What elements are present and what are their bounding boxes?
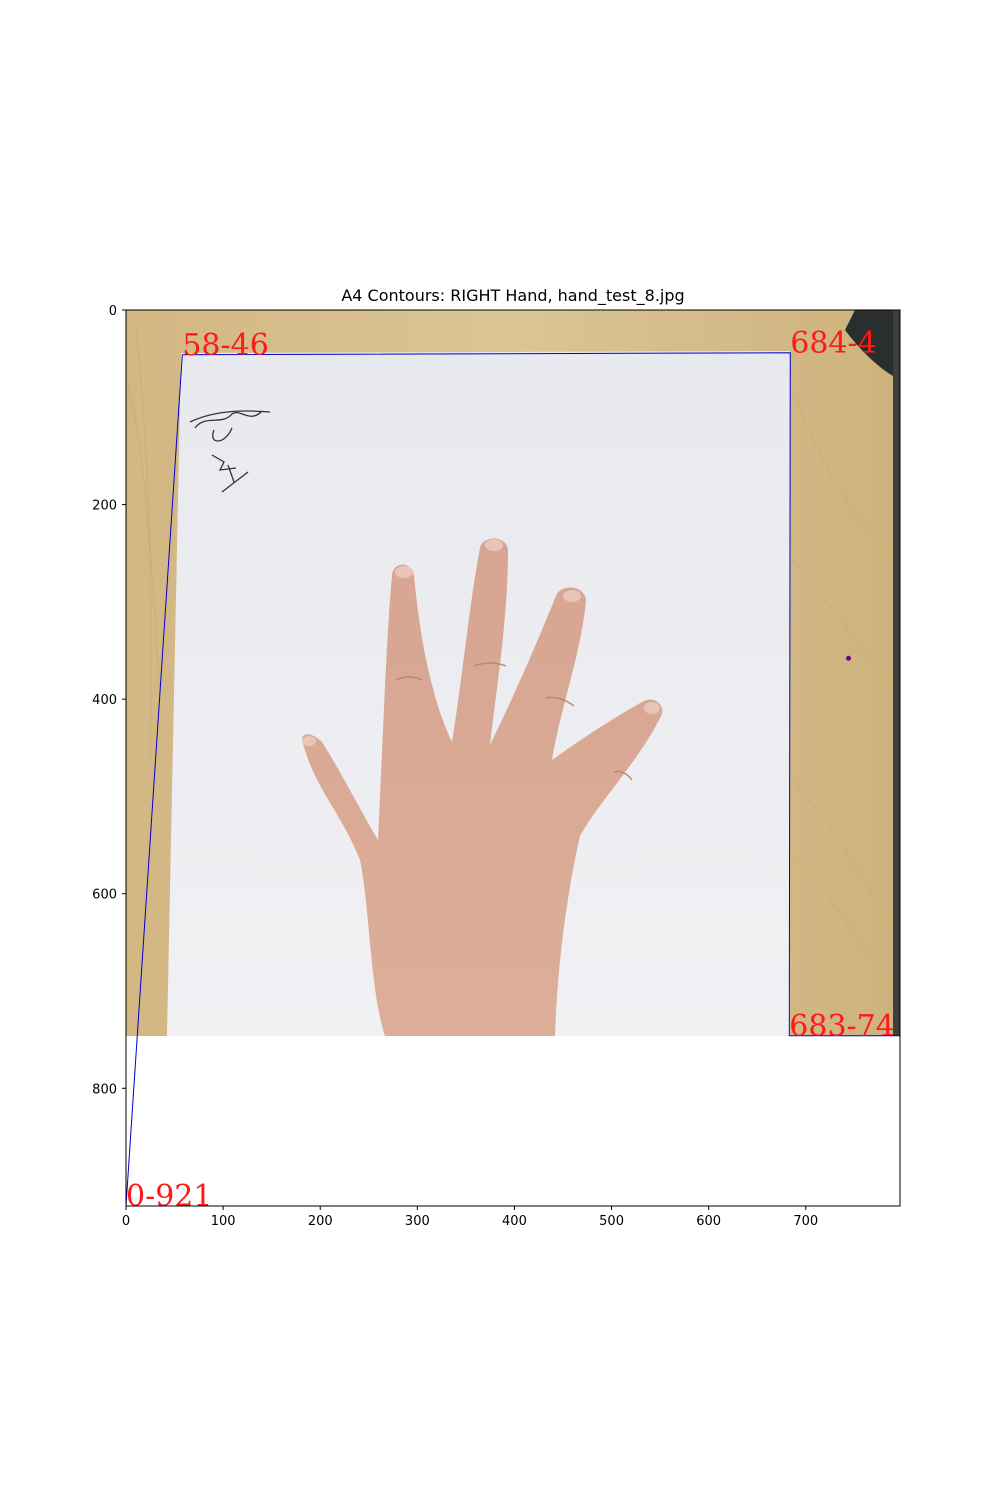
x-tick-label: 400 <box>502 1214 527 1229</box>
dark-edge <box>893 310 900 1036</box>
y-tick-label: 400 <box>92 693 117 708</box>
x-tick-label: 700 <box>793 1214 818 1229</box>
x-tick-label: 300 <box>405 1214 430 1229</box>
y-tick-label: 600 <box>92 888 117 903</box>
x-tick-label: 500 <box>599 1214 624 1229</box>
plot-area: 58-46 684-4 683-74 0-921 <box>126 310 900 1214</box>
chart-title: A4 Contours: RIGHT Hand, hand_test_8.jpg <box>341 286 684 306</box>
corner-label-1: 684-4 <box>790 326 876 361</box>
corner-label-2: 683-74 <box>789 1009 895 1044</box>
x-axis-ticks: 0 100 200 300 400 500 600 700 <box>122 1206 818 1229</box>
y-tick-label: 800 <box>92 1082 117 1097</box>
y-axis-ticks: 0 200 400 600 800 <box>92 304 126 1097</box>
y-tick-label: 0 <box>109 304 117 319</box>
corner-label-0: 58-46 <box>182 328 268 363</box>
y-tick-label: 200 <box>92 499 117 514</box>
x-tick-label: 100 <box>211 1214 236 1229</box>
x-tick-label: 600 <box>696 1214 721 1229</box>
marker-dot <box>846 656 851 661</box>
photo <box>126 310 900 1036</box>
x-tick-label: 0 <box>122 1214 130 1229</box>
x-tick-label: 200 <box>308 1214 333 1229</box>
corner-label-3: 0-921 <box>126 1179 212 1214</box>
